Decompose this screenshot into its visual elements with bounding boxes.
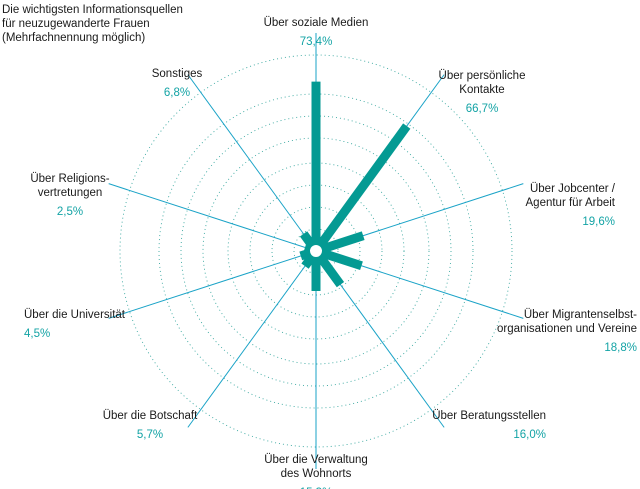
category-label-line: Über Beratungsstellen (432, 410, 546, 422)
value-label: 19,6% (582, 216, 615, 228)
spoke (187, 250, 317, 428)
value-label: 2,5% (57, 206, 83, 218)
category-label-line: Kontakte (459, 84, 504, 96)
category-label-line: Über Jobcenter / (530, 183, 616, 195)
category-label: Über persönliche Kontakte 66,7% (439, 70, 526, 115)
bar (315, 123, 411, 249)
category-label-line: Über die Universität (24, 309, 126, 321)
category-label-line: Agentur für Arbeit (526, 197, 616, 209)
value-label: 5,7% (137, 429, 163, 441)
chart-title-line-2: für neuzugewanderte Frauen (2, 18, 150, 30)
bars (299, 81, 411, 292)
category-label-line: Über die Verwaltung (264, 454, 368, 466)
value-label: 15,3% (300, 487, 333, 489)
grid-ring (249, 184, 383, 318)
grid-ring (293, 228, 339, 274)
category-label-line: Über Migrantenselbst- (524, 309, 637, 321)
chart-title-line-3: (Mehrfachnennung möglich) (2, 32, 146, 44)
value-label: 4,5% (24, 328, 50, 340)
category-label: Über Migrantenselbst-organisationen und … (497, 309, 637, 354)
category-label: Über Religions-vertretungen 2,5% (30, 173, 109, 218)
bar (320, 248, 363, 271)
category-label-line: organisationen und Vereine (497, 323, 637, 335)
category-label-line: Über die Botschaft (103, 410, 198, 422)
spoke (187, 74, 317, 252)
category-label-line: Über Religions- (30, 173, 109, 185)
grid-ring (158, 93, 474, 409)
category-label: Über die Universität 4,5% (24, 309, 126, 340)
center-hub (306, 241, 326, 261)
value-label: 18,8% (604, 342, 637, 354)
bar (315, 253, 345, 288)
category-label-line: Über soziale Medien (264, 17, 369, 29)
bar (320, 231, 365, 254)
grid-ring (202, 137, 430, 365)
spoke (108, 183, 317, 252)
chart-title-line-1: Die wichtigsten Informationsquellen (2, 4, 183, 16)
category-label: Über die Botschaft 5,7% (103, 410, 198, 441)
value-label: 16,0% (513, 429, 546, 441)
spoke (108, 250, 317, 319)
category-label: Über Beratungsstellen 16,0% (432, 410, 546, 441)
category-label-line: des Wohnorts (281, 468, 352, 480)
grid-ring (227, 162, 405, 340)
grid-ring (180, 115, 452, 387)
grid-rings (119, 54, 513, 448)
category-label-line: vertretungen (38, 187, 103, 199)
category-label: Über soziale Medien 73,4% (264, 17, 369, 48)
value-label: 6,8% (164, 87, 190, 99)
category-label-line: Sonstiges (152, 68, 203, 80)
grid-ring (119, 54, 513, 448)
value-label: 73,4% (300, 36, 333, 48)
category-label: Über die Verwaltung des Wohnorts 15,3% (264, 454, 368, 489)
value-label: 66,7% (466, 103, 499, 115)
category-label-line: Über persönliche (439, 70, 526, 82)
grid-ring (271, 206, 361, 296)
category-labels: Über soziale Medien 73,4% Über persönliche… (24, 17, 637, 489)
category-label: Über Jobcenter / Agentur für Arbeit 19,6% (526, 183, 616, 228)
category-label: Sonstiges 6,8% (152, 68, 203, 99)
